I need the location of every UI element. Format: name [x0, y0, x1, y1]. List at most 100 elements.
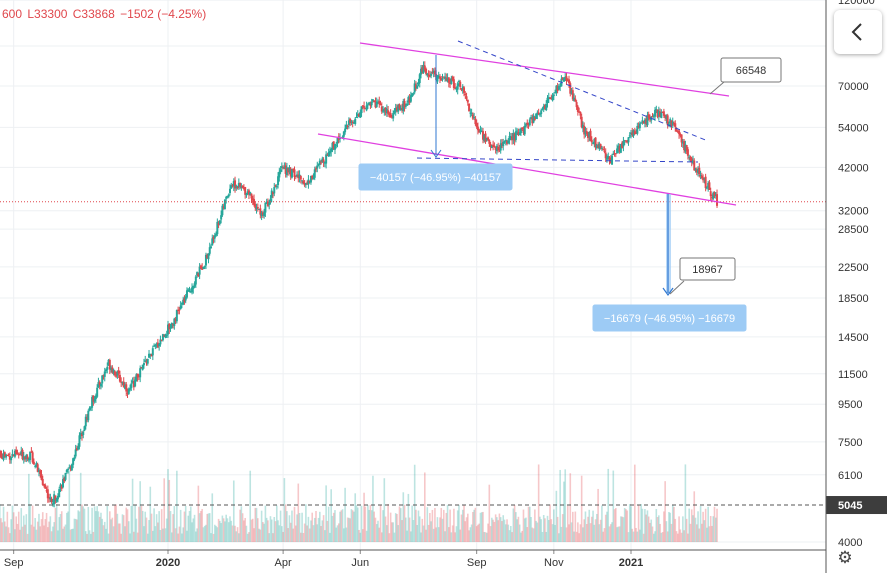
candle-body: [254, 204, 257, 209]
candle-body: [684, 144, 687, 152]
candle-body: [479, 130, 482, 133]
candle-body: [543, 105, 546, 109]
candle-body: [358, 114, 361, 117]
volume-bar: [655, 508, 658, 542]
candle-body: [445, 77, 448, 81]
measure-bottom-label-text: −16679 (−46.95%) −16679: [604, 313, 735, 325]
candle-body: [77, 446, 80, 450]
volume-bar: [284, 504, 287, 542]
volume-bar: [516, 519, 518, 542]
volume-bar: [300, 532, 302, 542]
candle-body: [604, 152, 607, 159]
volume-bar: [158, 511, 160, 542]
candle-body: [199, 265, 202, 269]
volume-bar: [283, 478, 286, 542]
volume-bar: [20, 508, 23, 542]
measure-top-label: −40157 (−46.95%) −40157: [358, 163, 513, 191]
candle-body: [547, 97, 550, 100]
volume-bar: [625, 509, 627, 542]
volume-bar: [374, 517, 377, 542]
candle-body: [613, 153, 616, 155]
candle-body: [198, 266, 201, 275]
volume-bar: [584, 511, 587, 542]
candle-body: [335, 144, 338, 146]
lower-target-callout-text: 18967: [692, 264, 723, 276]
volume-bar: [155, 514, 158, 542]
candle-body: [10, 457, 13, 461]
candle-body: [53, 494, 56, 505]
volume-bar: [93, 506, 96, 542]
candle-body: [536, 112, 539, 115]
candle-body: [299, 176, 302, 180]
volume-bar: [115, 504, 117, 542]
volume-bar: [461, 509, 464, 542]
volume-bar: [401, 520, 403, 542]
volume-bar: [255, 507, 258, 542]
gear-icon[interactable]: ⚙: [837, 548, 853, 567]
volume-bar: [480, 512, 483, 542]
volume-bar: [29, 504, 31, 542]
candle-body: [440, 78, 443, 81]
candle-body: [637, 126, 640, 128]
candle-body: [94, 395, 97, 400]
candle-body: [576, 106, 579, 112]
volume-bar: [24, 524, 26, 542]
volume-bar: [34, 518, 36, 542]
candle-body: [197, 273, 200, 277]
volume-bar: [60, 511, 63, 542]
volume-bar: [429, 513, 431, 542]
volume-bar: [244, 517, 246, 542]
candle-body: [60, 485, 63, 489]
candle-body: [58, 489, 61, 498]
candle-body: [36, 464, 39, 472]
ohlc-open: 600: [2, 7, 23, 21]
y-tick-label: 6100: [838, 470, 862, 482]
volume-bar: [164, 528, 167, 542]
candle-body: [8, 455, 11, 460]
volume-bar: [22, 515, 25, 542]
volume-bar: [196, 528, 198, 542]
candle-body: [265, 201, 268, 204]
volume-bar: [101, 518, 104, 542]
candle-body: [211, 238, 214, 246]
volume-bar: [102, 525, 105, 542]
candle-body: [426, 73, 429, 76]
candle-body: [137, 375, 140, 377]
volume-bar: [449, 509, 451, 542]
volume-bar: [214, 524, 216, 542]
candle-body: [699, 174, 702, 176]
candle-body: [159, 339, 162, 345]
candle-body: [16, 452, 19, 454]
volume-bar: [469, 527, 472, 542]
back-button[interactable]: [834, 10, 882, 54]
candle-body: [651, 116, 654, 118]
volume-bar: [582, 527, 584, 542]
candle-body: [704, 176, 707, 189]
volume-bar: [678, 516, 680, 542]
candle-body: [612, 153, 615, 155]
volume-bar: [387, 504, 389, 542]
candle-body: [432, 70, 435, 74]
volume-bar: [635, 527, 637, 542]
candle-body: [389, 113, 392, 118]
volume-bar: [58, 517, 61, 542]
volume-bar: [491, 517, 493, 542]
candle-body: [526, 122, 529, 125]
volume-bar: [563, 481, 565, 542]
candle-body: [469, 112, 472, 114]
candle-body: [597, 145, 600, 148]
volume-bar: [50, 531, 53, 542]
volume-bar: [413, 464, 416, 542]
volume-bar: [642, 533, 645, 542]
candle-body: [93, 399, 96, 402]
candle-body: [608, 157, 611, 160]
volume-bar: [556, 516, 559, 542]
volume-bar: [116, 513, 119, 542]
volume-bar: [394, 513, 397, 542]
volume-bar: [79, 472, 82, 542]
volume-bar: [248, 532, 250, 542]
candle-body: [258, 208, 261, 210]
volume-bar: [130, 505, 133, 542]
candle-body: [155, 343, 158, 345]
